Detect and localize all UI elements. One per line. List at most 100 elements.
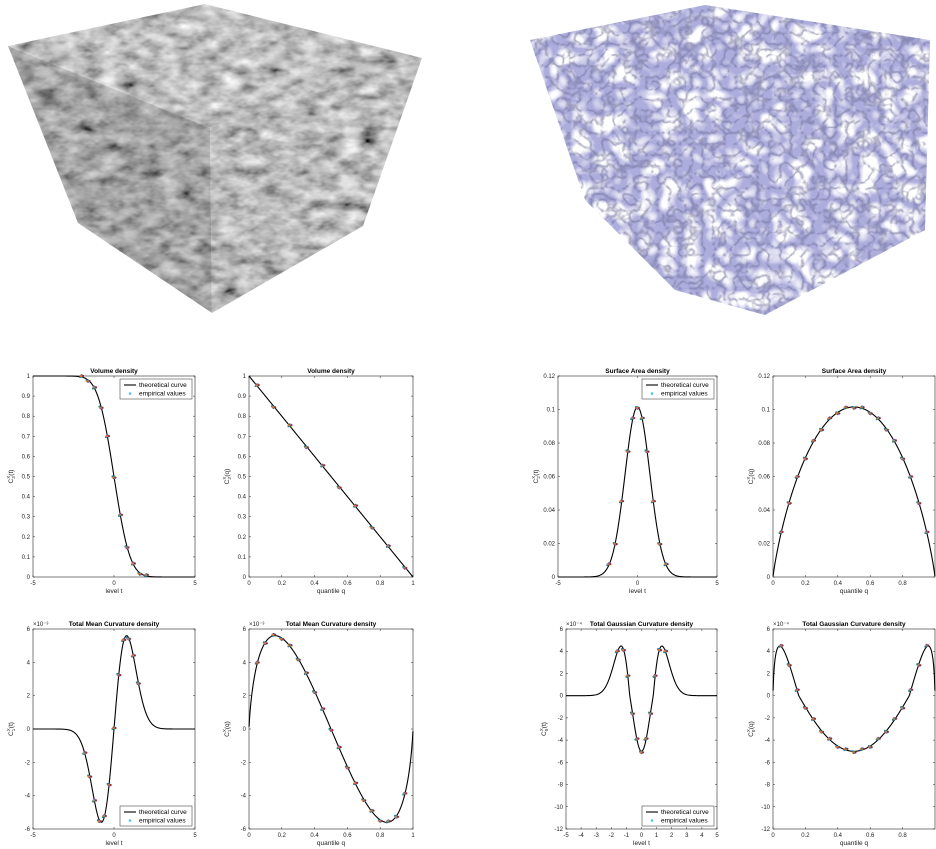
legend: theoretical curve empirical values [641,378,715,400]
chart-title: Volume density [90,368,138,375]
x-tick-label: -1 [624,833,630,839]
y-tick-label: -12 [761,827,770,833]
empirical-point [633,416,636,420]
empirical-point [637,737,640,740]
x-tick-label: -5 [563,833,569,839]
empirical-point [637,406,641,410]
y-tick-label: -6 [558,760,564,766]
chart-panel-7: Total Gaussian Curvature density 0 0.2 0.4 0… [746,621,936,847]
empirical-point [274,633,277,636]
y-label-main: C [224,732,231,737]
y-tick-label: 0.06 [758,475,770,481]
chart-title: Surface Area density [605,368,670,375]
empirical-point [347,766,350,769]
empirical-point [628,674,631,677]
y-tick-label: 6 [560,627,564,633]
y-tick-label: 0.3 [22,515,31,521]
empirical-point [789,664,792,667]
x-tick-label: -5 [30,581,36,587]
empirical-point [927,530,930,534]
empirical-point [886,428,890,431]
empirical-point [622,500,625,503]
x-axis-label: quantile q [840,588,869,595]
empirical-point [862,747,865,751]
empirical-point [124,638,127,641]
empirical-point [88,379,91,383]
x-tick-label: 0.4 [310,833,319,839]
x-axis-label: level t [629,588,646,595]
empirical-point [274,406,277,409]
y-tick-label: 0.06 [543,475,555,481]
empirical-point [94,386,98,389]
empirical-point [870,412,873,415]
x-tick-label: 4 [700,833,704,839]
empirical-point [927,644,930,647]
y-tick-label: -2 [241,760,247,766]
empirical-point [822,428,825,431]
legend-box [119,805,193,827]
x-tick-label: 5 [715,581,719,587]
empirical-point [894,439,898,442]
empirical-point [878,416,881,420]
x-tick-label: 0 [247,581,251,587]
legend-points-label: empirical values [661,818,708,825]
y-label-sup: X [746,729,751,732]
y-label-arg: (q) [748,469,755,477]
y-label-sup: X [746,477,751,480]
empirical-point [781,644,784,647]
y-tick-label: 2 [560,671,564,677]
empirical-point [797,688,800,691]
y-label-sub: 0 [544,728,549,731]
y-tick-label: 0.1 [762,408,771,414]
y-label-sup: X [539,728,544,731]
legend-points-swatch [650,392,654,395]
y-label-sup: X [6,728,11,731]
y-label-main: C [8,731,15,736]
y-tick-label: -8 [558,783,564,789]
y-tick-label: 2 [767,671,771,677]
y-tick-label: 0 [767,575,771,581]
x-tick-label: 0.4 [834,833,843,839]
y-tick-label: -6 [241,827,247,833]
chart-title: Volume density [307,368,355,375]
empirical-point [666,649,669,653]
legend-curve-label: theoretical curve [139,809,187,816]
y-axis-label: C0X(t) [539,722,549,736]
x-tick-label: -4 [578,833,584,839]
empirical-point [878,737,881,740]
gray-texture-cube [8,4,422,313]
empirical-point [628,450,631,453]
chart-panel-4: Total Mean Curvature density -5 0 5 -6 -4 -2 0 2… [6,621,197,847]
empirical-point [830,737,833,740]
y-tick-label: -2 [558,716,564,722]
x-tick-label: -3 [594,833,600,839]
empirical-point [372,809,375,812]
empirical-point [894,717,898,720]
legend-points-swatch [650,819,654,822]
x-tick-label: 0.6 [866,833,875,839]
legend: theoretical curve empirical values [641,805,715,827]
empirical-point [82,374,85,378]
y-tick-label: 0 [27,727,31,733]
empirical-point [140,572,143,576]
axis-exponent: ×10⁻³ [249,622,264,628]
x-tick-label: 1 [411,833,415,839]
chart-title: Total Mean Curvature density [69,621,160,628]
y-tick-label: 0 [243,727,247,733]
y-tick-label: 0 [243,575,247,581]
empirical-point [323,707,326,710]
empirical-point [646,737,649,740]
y-axis-label: C2X(t) [531,470,541,484]
empirical-point [797,475,800,478]
y-tick-label: -2 [25,760,31,766]
y-tick-label: 0.04 [543,508,555,514]
x-tick-label: 0 [640,833,644,839]
y-tick-label: 0 [767,694,771,700]
y-tick-label: 0.2 [238,535,247,541]
empirical-point [339,486,342,489]
legend-points-label: empirical values [139,391,186,398]
y-tick-label: 6 [27,627,31,633]
y-tick-label: -6 [765,760,771,766]
x-axis-label: level t [106,588,123,595]
